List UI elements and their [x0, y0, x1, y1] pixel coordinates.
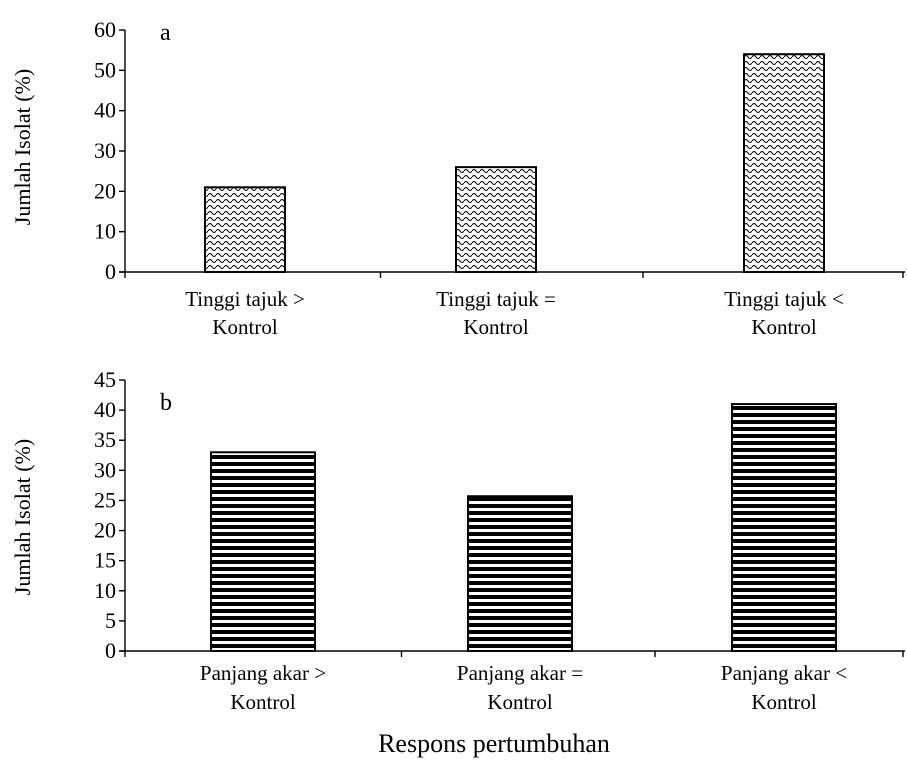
x-ticks-a: [124, 272, 904, 278]
y-tick-label: 15: [94, 548, 116, 573]
y-tick-label: 40: [94, 397, 116, 422]
y-axis-title-a: Jumlah Isolat (%): [10, 69, 35, 225]
category-label: Kontrol: [230, 690, 295, 714]
bars-a: [204, 53, 825, 274]
y-tick-label: 30: [94, 138, 116, 163]
category-label: Tinggi tajuk <: [724, 287, 844, 311]
category-labels-b: Panjang akar > Kontrol Panjang akar = Kontr…: [200, 661, 847, 714]
y-tick-label: 20: [94, 178, 116, 203]
y-tick-label: 10: [94, 578, 116, 603]
category-label: Panjang akar >: [200, 661, 326, 685]
category-label: Kontrol: [212, 315, 277, 339]
bar-2: [455, 166, 537, 273]
y-tick-label: 30: [94, 457, 116, 482]
bars-b: [210, 403, 837, 653]
x-axis-title: Respons pertumbuhan: [378, 729, 610, 758]
y-ticks-b: 0 5 10 15 20 25 30 35 40 45: [94, 367, 125, 663]
bar-2: [467, 495, 573, 652]
category-label: Kontrol: [751, 315, 816, 339]
y-axis-title-b: Jumlah Isolat (%): [10, 439, 35, 595]
y-tick-label: 50: [94, 57, 116, 82]
category-label: Kontrol: [751, 690, 816, 714]
chart-panel-b: 0 5 10 15 20 25 30 35 40 45 Panjang akar > Kontrol…: [10, 367, 905, 714]
bar-1: [204, 186, 286, 273]
y-tick-label: 10: [94, 219, 116, 244]
y-tick-label: 45: [94, 367, 116, 392]
y-tick-label: 5: [105, 608, 116, 633]
y-tick-label: 60: [94, 17, 116, 42]
category-label: Kontrol: [463, 315, 528, 339]
category-label: Tinggi tajuk =: [436, 287, 556, 311]
category-label: Tinggi tajuk >: [185, 287, 305, 311]
bar-3: [731, 403, 837, 653]
y-tick-label: 0: [105, 638, 116, 663]
bar-1: [210, 451, 316, 652]
category-labels-a: Tinggi tajuk > Kontrol Tinggi tajuk = Kontr…: [185, 287, 844, 339]
x-ticks-b: [124, 651, 904, 657]
y-ticks-a: 0 10 20 30 40 50 60: [94, 17, 125, 284]
y-tick-label: 25: [94, 487, 116, 512]
bar-3: [743, 53, 825, 274]
y-tick-label: 0: [105, 259, 116, 284]
y-tick-label: 20: [94, 518, 116, 543]
category-label: Panjang akar =: [457, 661, 583, 685]
category-label: Kontrol: [487, 690, 552, 714]
category-label: Panjang akar <: [721, 661, 847, 685]
panel-label-b: b: [160, 390, 172, 416]
y-tick-label: 40: [94, 98, 116, 123]
panel-label-a: a: [160, 20, 171, 46]
y-tick-label: 35: [94, 427, 116, 452]
